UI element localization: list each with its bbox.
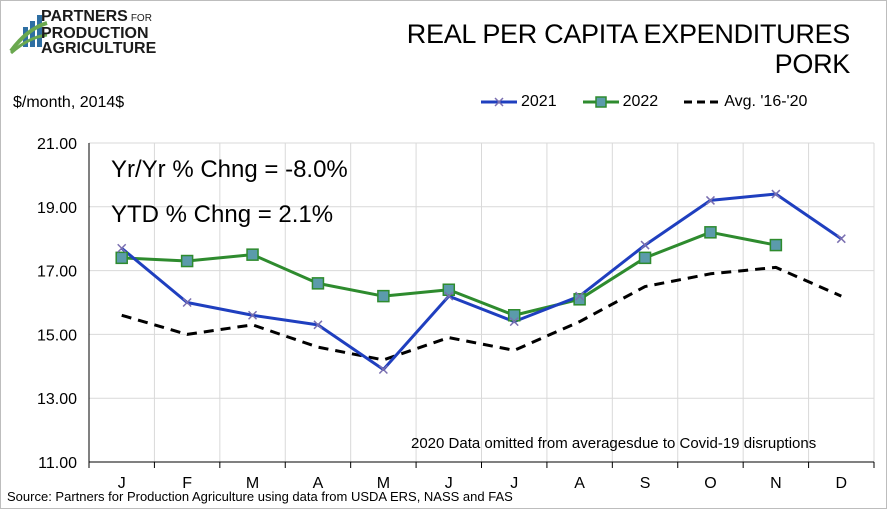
legend-swatch-2022 — [582, 96, 619, 108]
series-2022-point — [246, 248, 259, 261]
series-2022-point — [311, 277, 325, 290]
y-tick-label: 11.00 — [38, 455, 77, 472]
gridlines — [88, 142, 875, 468]
y-tick-label: 19.00 — [37, 200, 77, 217]
ytd-change-annotation: YTD % Chng = 2.1% — [111, 201, 334, 228]
chart-title: REAL PER CAPITA EXPENDITURES PORK — [406, 19, 851, 79]
series-2022-point — [573, 293, 586, 306]
series-2021-point — [117, 243, 127, 253]
series-2022-point — [180, 254, 194, 268]
x-tick-label: A — [313, 475, 324, 492]
legend-label-2022: 2022 — [622, 93, 659, 110]
legend-label-avg: Avg. '16-'20 — [724, 93, 808, 110]
chart-title-line1: REAL PER CAPITA EXPENDITURES — [406, 19, 851, 49]
x-tick-label: S — [640, 475, 651, 492]
x-tick-label: N — [770, 475, 782, 492]
y-tick-label: 15.00 — [37, 327, 77, 344]
y-tick-label: 17.00 — [37, 264, 77, 281]
x-tick-label: A — [574, 475, 585, 492]
series-avg-line — [121, 265, 842, 362]
y-tick-label: 13.00 — [37, 391, 77, 408]
series-2022-point — [704, 226, 717, 239]
series-2021-point — [640, 240, 650, 250]
x-tick-label: J — [510, 475, 518, 492]
series-2021-point — [378, 364, 388, 375]
y-axis-unit-label: $/month, 2014$ — [13, 94, 125, 111]
x-tick-label: J — [118, 475, 126, 492]
series-2022-point — [377, 289, 390, 303]
x-tick-label: D — [836, 475, 848, 492]
logo-bars-icon — [9, 15, 48, 55]
legend-swatch-2021 — [481, 97, 517, 107]
legend-item-avg: Avg. '16-'20 — [684, 93, 807, 111]
series-2021-point — [836, 234, 846, 244]
legend-item-2021: 2021 — [481, 93, 557, 111]
x-tick-label: M — [377, 475, 390, 492]
series-2022-point — [638, 251, 652, 265]
series-2021-point — [771, 189, 781, 199]
series-2022-point — [115, 251, 128, 265]
source-note: Source: Partners for Production Agricult… — [7, 489, 513, 504]
series-2022-point — [442, 283, 456, 296]
series-2021-point — [575, 291, 585, 301]
y-tick-label: 21.00 — [37, 136, 77, 153]
logo-line3: AGRICULTURE — [41, 40, 157, 57]
series-2022-point — [769, 238, 783, 252]
series-2021-point — [509, 317, 519, 327]
legend: 2021 2022 Avg. '16-'20 — [481, 93, 807, 111]
series-2021-point — [444, 291, 454, 301]
y-tick-labels: 11.00 13.00 15.00 17.00 19.00 21.00 — [37, 136, 77, 472]
x-tick-label: O — [704, 475, 716, 492]
series-2021-point — [705, 195, 715, 205]
x-tick-label: M — [246, 475, 259, 492]
legend-swatch-avg — [684, 100, 721, 104]
logo-line1-small: FOR — [130, 13, 152, 24]
logo-line2: PRODUCTION — [41, 25, 149, 42]
series-markers — [115, 189, 846, 375]
legend-item-2022: 2022 — [582, 93, 659, 111]
data-note: 2020 Data omitted from averagesdue to Co… — [411, 435, 817, 452]
yoy-change-annotation: Yr/Yr % Chng = -8.0% — [111, 156, 348, 183]
series-2021-point — [313, 320, 323, 330]
x-tick-label: F — [182, 475, 192, 492]
series-2021-point — [248, 310, 258, 320]
chart-title-line2: PORK — [774, 49, 851, 79]
series-2022-point — [507, 309, 521, 322]
series-2021-line — [120, 192, 843, 371]
logo-line1: PARTNERS — [41, 8, 128, 25]
x-tick-label: J — [445, 475, 453, 492]
series-2021-point — [182, 297, 192, 308]
logo-text: PARTNERS FOR PRODUCTION AGRICULTURE — [41, 8, 157, 57]
logo — [9, 15, 48, 55]
legend-label-2021: 2021 — [521, 93, 557, 110]
